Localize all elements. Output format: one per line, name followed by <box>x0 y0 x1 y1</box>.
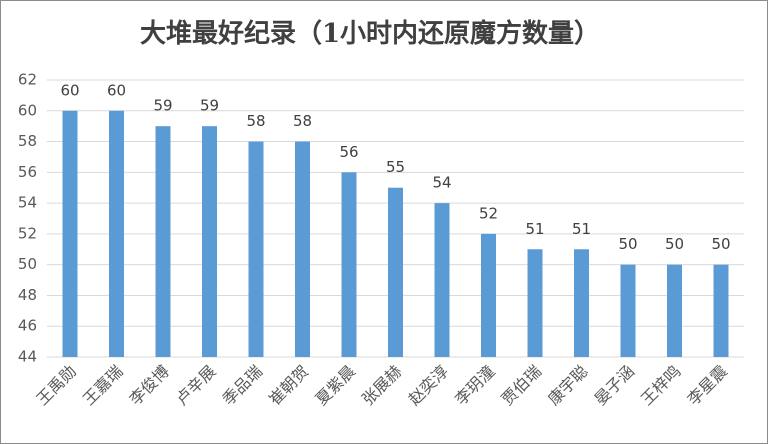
data-label: 54 <box>432 174 451 192</box>
bar <box>109 110 124 358</box>
chart-title: 大堆最好纪录（1小时内还原魔方数量） <box>140 18 600 49</box>
y-tick-label: 58 <box>18 132 37 150</box>
y-tick-label: 52 <box>18 224 37 242</box>
bar <box>202 126 217 358</box>
bar <box>62 110 78 358</box>
bar <box>527 249 543 357</box>
data-label: 59 <box>153 97 172 115</box>
bar <box>667 264 682 357</box>
data-label: 55 <box>386 158 405 176</box>
data-label: 60 <box>60 81 79 99</box>
data-label: 51 <box>572 220 591 238</box>
bar <box>295 141 310 357</box>
bar <box>341 172 357 357</box>
data-label: 51 <box>525 220 544 238</box>
y-tick-label: 56 <box>18 163 37 181</box>
y-tick-label: 48 <box>18 286 37 304</box>
bar <box>574 249 589 357</box>
y-tick-label: 60 <box>18 101 37 119</box>
data-label: 58 <box>293 112 312 130</box>
bar <box>155 126 171 358</box>
bar <box>434 203 450 357</box>
data-label: 58 <box>246 112 265 130</box>
y-tick-label: 44 <box>18 348 37 366</box>
bar <box>713 264 729 357</box>
data-label: 52 <box>479 204 498 222</box>
data-label: 50 <box>711 235 730 253</box>
bar <box>481 233 496 357</box>
data-label: 59 <box>200 97 219 115</box>
data-label: 50 <box>618 235 637 253</box>
y-tick-label: 50 <box>18 255 37 273</box>
y-tick-label: 46 <box>18 317 37 335</box>
bar <box>620 264 636 357</box>
data-label: 56 <box>339 143 358 161</box>
bar <box>388 187 403 357</box>
bar <box>248 141 264 357</box>
y-tick-label: 62 <box>18 71 37 89</box>
data-label: 50 <box>665 235 684 253</box>
data-label: 60 <box>107 81 126 99</box>
y-tick-label: 54 <box>18 194 37 212</box>
